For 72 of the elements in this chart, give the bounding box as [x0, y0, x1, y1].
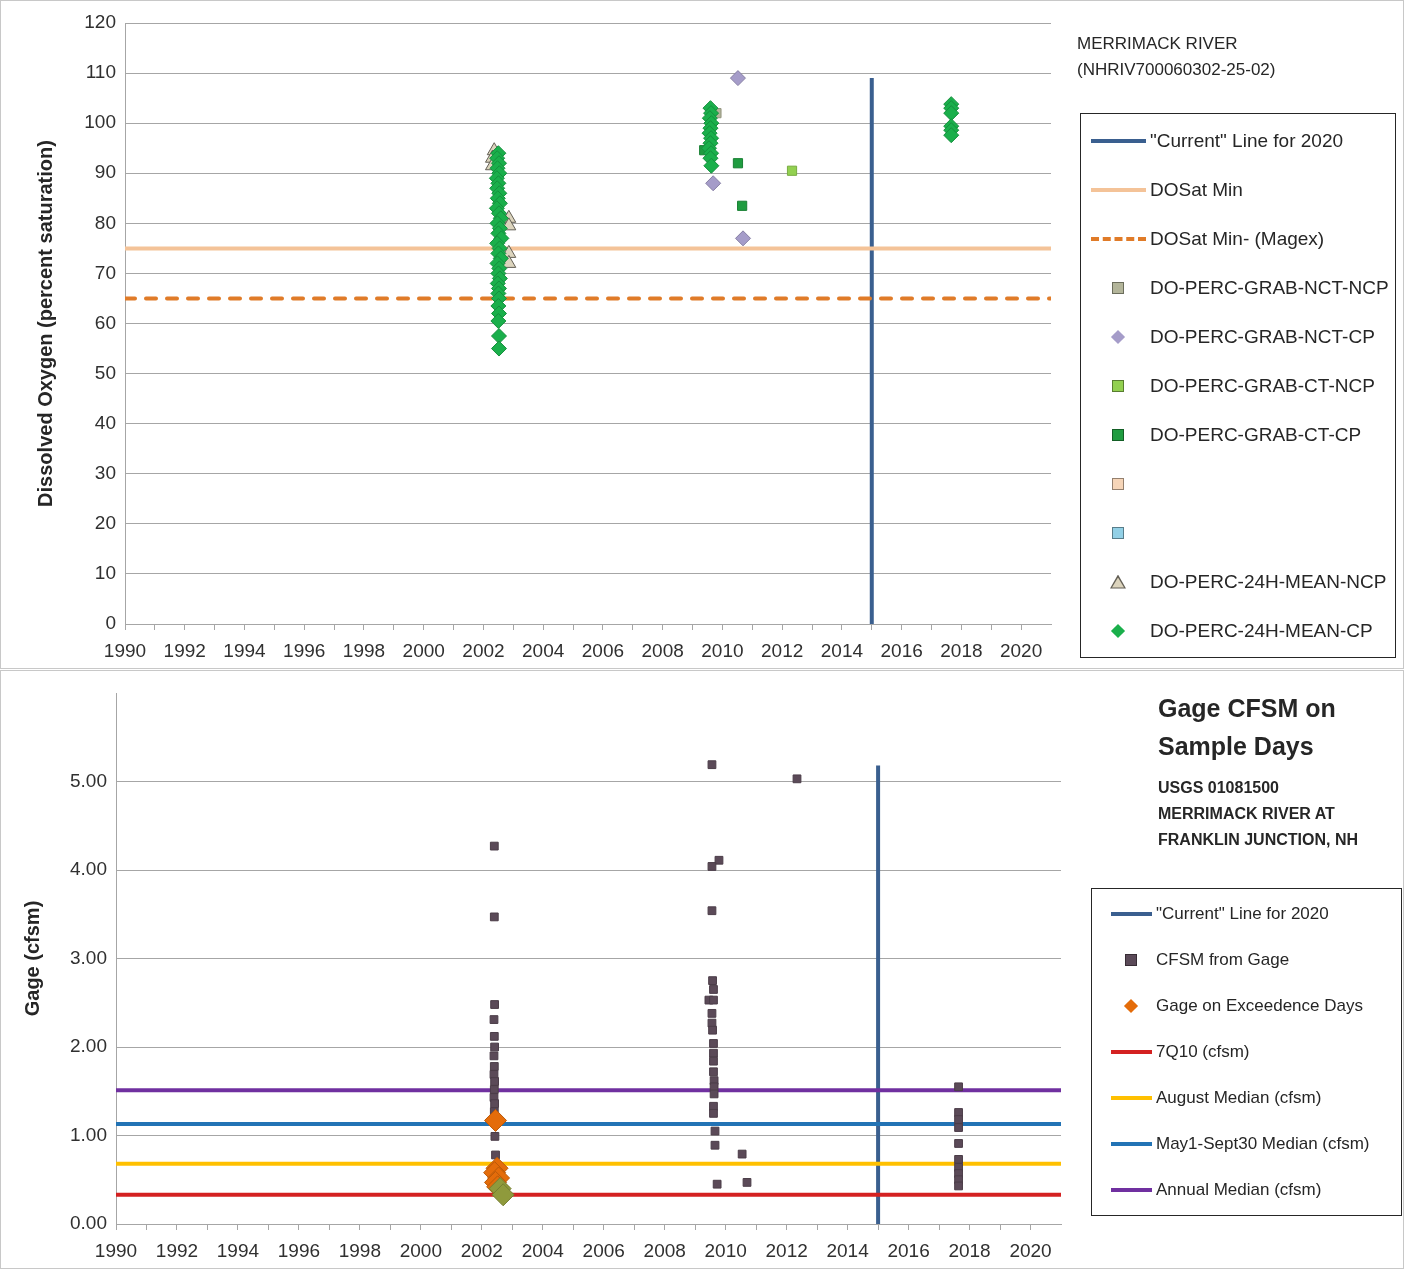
legend-label: May1-Sept30 Median (cfsm): [1156, 1134, 1370, 1154]
y-tick-label: 0: [105, 612, 116, 634]
legend-label: August Median (cfsm): [1156, 1088, 1322, 1108]
legend-label: Gage on Exceedence Days: [1156, 996, 1363, 1016]
x-tick-label: 2000: [399, 1239, 442, 1261]
x-tick-label: 2002: [460, 1239, 503, 1261]
legend-label: DO-PERC-24H-MEAN-CP: [1150, 619, 1373, 642]
y-axis-title: Gage (cfsm): [20, 900, 43, 1017]
y-tick-label: 1.00: [70, 1123, 107, 1145]
legend-label: DO-PERC-GRAB-NCT-CP: [1150, 325, 1375, 348]
y-tick-label: 40: [94, 411, 116, 433]
y-tick-label: 4.00: [70, 858, 107, 880]
y-tick-label: 50: [94, 361, 116, 383]
x-tick-label: 2006: [582, 1239, 625, 1261]
legend-label: DO-PERC-GRAB-CT-NCP: [1150, 374, 1375, 397]
x-tick-label: 1996: [277, 1239, 321, 1261]
y-tick-label: 30: [94, 461, 116, 483]
legend-label: DO-PERC-GRAB-NCT-NCP: [1150, 276, 1389, 299]
text: USGS 01081500 MERRIMACK RIVER AT FRANKLIN JUNCTION, NH: [1158, 778, 1359, 850]
x-tick-label: 2002: [462, 639, 505, 661]
x-tick-label: 2020: [999, 639, 1043, 661]
y-tick-label: 110: [85, 61, 116, 83]
x-tick-label: 1992: [163, 639, 206, 661]
y-tick-label: 80: [94, 211, 116, 233]
x-tick-label: 2010: [704, 1239, 747, 1261]
x-tick-label: 2004: [522, 639, 565, 661]
x-tick-label: 2010: [701, 639, 744, 661]
text: MERRIMACK RIVER (NHRIV700060302-25-02): [1077, 33, 1277, 81]
x-tick-label: 2018: [948, 1239, 991, 1261]
legend-label: CFSM from Gage: [1156, 950, 1290, 970]
x-tick-label: 1992: [155, 1239, 199, 1261]
x-tick-label: 1996: [283, 639, 326, 661]
x-tick-label: 1990: [94, 1239, 138, 1261]
x-tick-label: 2004: [521, 1239, 565, 1261]
x-tick-label: 2008: [643, 1239, 686, 1261]
x-tick-label: 2008: [641, 639, 684, 661]
y-tick-label: 100: [84, 111, 116, 133]
x-tick-label: 2012: [765, 1239, 808, 1261]
legend-label: "Current" Line for 2020: [1156, 904, 1329, 924]
legend-label: DOSat Min: [1150, 178, 1243, 201]
legend-label: 7Q10 (cfsm): [1156, 1042, 1250, 1062]
x-tick-label: 2018: [940, 639, 983, 661]
x-tick-label: 1998: [342, 639, 386, 661]
legend-label: DO-PERC-24H-MEAN-NCP: [1150, 570, 1387, 593]
x-tick-label: 2020: [1009, 1239, 1052, 1261]
y-tick-label: 90: [94, 161, 116, 183]
x-tick-label: 2014: [826, 1239, 870, 1261]
x-tick-label: 1994: [216, 1239, 260, 1261]
x-tick-label: 2016: [880, 639, 923, 661]
x-tick-label: 2016: [887, 1239, 930, 1261]
x-tick-label: 1994: [223, 639, 267, 661]
x-tick-label: 1990: [103, 639, 147, 661]
y-tick-label: 20: [94, 512, 116, 534]
x-tick-label: 2014: [820, 639, 864, 661]
y-tick-label: 3.00: [70, 946, 107, 968]
x-tick-label: 2000: [402, 639, 445, 661]
y-tick-label: 2.00: [70, 1035, 107, 1057]
text: Gage CFSM on Sample Days: [1158, 693, 1337, 762]
legend-label: Annual Median (cfsm): [1156, 1180, 1322, 1200]
x-tick-label: 1998: [338, 1239, 382, 1261]
legend-label: DOSat Min- (Magex): [1150, 227, 1325, 250]
x-tick-label: 2006: [581, 639, 625, 661]
y-tick-label: 10: [94, 562, 116, 584]
legend-label: "Current" Line for 2020: [1150, 129, 1344, 152]
y-tick-label: 5.00: [70, 769, 107, 791]
y-tick-label: 0.00: [70, 1212, 107, 1234]
y-tick-label: 70: [94, 261, 116, 283]
legend-label: DO-PERC-GRAB-CT-CP: [1150, 423, 1362, 446]
x-tick-label: 2012: [761, 639, 804, 661]
y-tick-label: 60: [94, 311, 116, 333]
y-axis-title: Dissolved Oxygen (percent saturation): [33, 140, 56, 507]
y-tick-label: 120: [84, 11, 116, 33]
